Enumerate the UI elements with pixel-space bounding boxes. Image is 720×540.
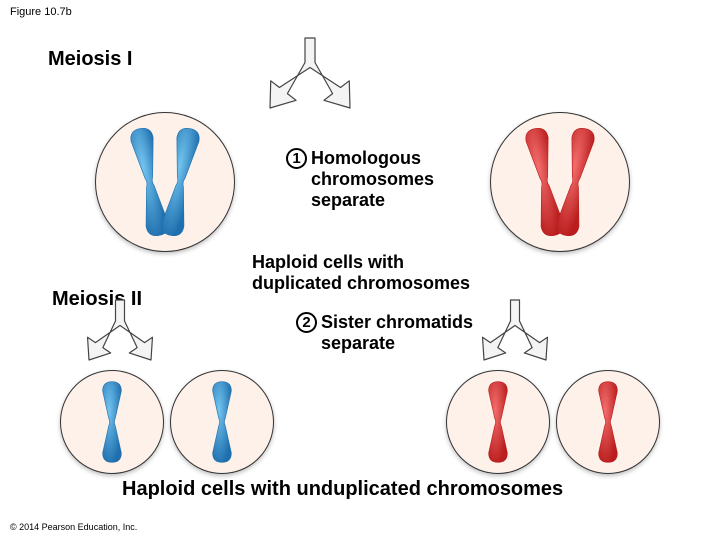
step2-badge: 2 (296, 312, 317, 333)
step1-line1: Homologous (311, 148, 421, 168)
fork-arrow-left (44, 300, 196, 370)
meiosis-1-label: Meiosis I (48, 48, 132, 71)
fork-arrow-right (439, 300, 591, 370)
step1-line3: separate (311, 190, 385, 210)
step2-line2: separate (321, 333, 395, 353)
copyright: © 2014 Pearson Education, Inc. (10, 522, 137, 532)
chromatid-blue-2 (170, 370, 274, 474)
chromatid-red-2 (556, 370, 660, 474)
step1-line2: chromosomes (311, 169, 434, 189)
haploid-dup-line1: Haploid cells with (252, 252, 404, 272)
chromosome-blue-x (95, 112, 235, 252)
step1-badge: 1 (286, 148, 307, 169)
chromatid-red-1 (446, 370, 550, 474)
chromosome-red-x (490, 112, 630, 252)
fork-arrow-top (220, 38, 400, 118)
haploid-dup-line2: duplicated chromosomes (252, 273, 470, 293)
haploid-undup-caption: Haploid cells with unduplicated chromoso… (122, 478, 563, 501)
haploid-dup-caption: Haploid cells with duplicated chromosome… (252, 252, 470, 293)
figure-label: Figure 10.7b (10, 6, 72, 18)
chromatid-blue-1 (60, 370, 164, 474)
step1-caption: 1Homologous chromosomes separate (286, 148, 434, 210)
